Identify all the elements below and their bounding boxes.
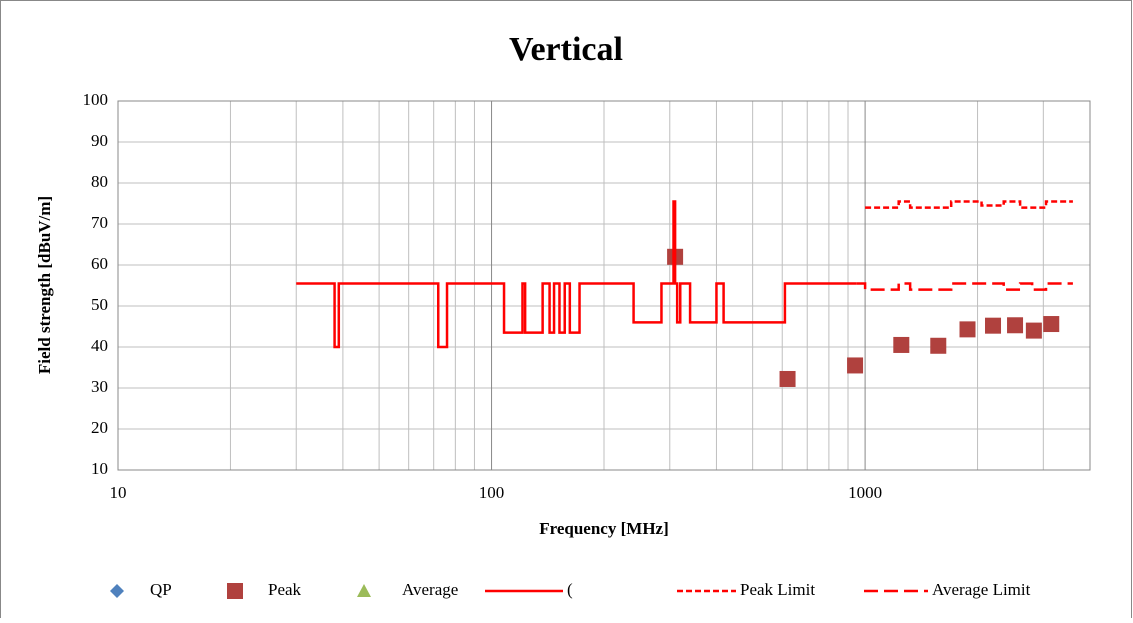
y-tick-label: 60 bbox=[91, 254, 108, 273]
legend-marker bbox=[110, 584, 124, 598]
legend-marker bbox=[357, 584, 371, 597]
x-tick-label: 1000 bbox=[848, 483, 882, 502]
series-line bbox=[296, 200, 857, 349]
y-tick-label: 70 bbox=[91, 213, 108, 232]
y-tick-label: 30 bbox=[91, 377, 108, 396]
x-tick-label: 100 bbox=[479, 483, 505, 502]
legend-marker bbox=[227, 583, 243, 599]
y-tick-label: 10 bbox=[91, 459, 108, 478]
legend-label: Peak Limit bbox=[740, 580, 815, 599]
legend-label: Average Limit bbox=[932, 580, 1031, 599]
marker bbox=[1043, 316, 1060, 333]
y-tick-label: 80 bbox=[91, 172, 108, 191]
marker bbox=[959, 321, 976, 338]
chart-title: Vertical bbox=[509, 31, 623, 68]
legend-label: Peak bbox=[268, 580, 302, 599]
marker bbox=[930, 337, 947, 354]
series-line bbox=[856, 282, 1073, 291]
x-axis-label: Frequency [MHz] bbox=[539, 519, 669, 538]
legend-label: QP bbox=[150, 580, 172, 599]
y-tick-label: 50 bbox=[91, 295, 108, 314]
y-tick-label: 100 bbox=[83, 90, 109, 109]
legend-label: Average bbox=[402, 580, 458, 599]
x-tick-label: 10 bbox=[110, 483, 127, 502]
plot-frame bbox=[117, 100, 1091, 471]
series-line bbox=[865, 200, 1073, 209]
marker bbox=[1025, 322, 1042, 339]
marker bbox=[847, 357, 864, 374]
marker bbox=[1007, 317, 1024, 334]
legend-label: ( bbox=[567, 580, 573, 599]
y-tick-label: 40 bbox=[91, 336, 108, 355]
marker bbox=[985, 317, 1002, 334]
marker bbox=[893, 336, 910, 353]
marker bbox=[779, 370, 796, 387]
y-tick-label: 90 bbox=[91, 131, 108, 150]
y-axis-label: Field strength [dBuV/m] bbox=[35, 196, 54, 374]
y-tick-label: 20 bbox=[91, 418, 108, 437]
